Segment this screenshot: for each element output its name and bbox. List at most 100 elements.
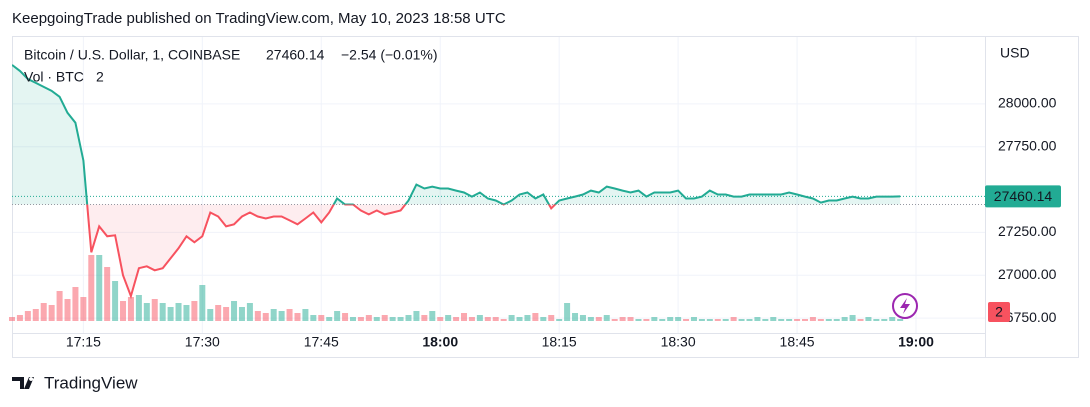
volume-bar: [302, 309, 309, 321]
volume-bar: [794, 319, 801, 321]
volume-bar: [104, 267, 111, 321]
volume-bar: [318, 315, 325, 321]
volume-bar: [849, 315, 856, 321]
volume-bar: [40, 303, 47, 321]
volume-bar: [833, 319, 840, 321]
legend-change: −2.54 (−0.01%): [341, 47, 438, 63]
volume-bar: [508, 315, 515, 321]
y-tick-label: 28000.00: [998, 95, 1057, 111]
volume-bar: [286, 309, 293, 321]
volume-bar: [865, 317, 872, 321]
volume-bar: [191, 301, 198, 321]
x-tick-label: 19:00: [898, 334, 934, 350]
volume-bar: [183, 305, 190, 321]
volume-bar: [500, 319, 507, 321]
volume-bar: [48, 305, 55, 321]
price-line-down: [86, 204, 557, 300]
volume-bar: [167, 307, 174, 321]
volume-bar: [524, 315, 531, 321]
chart-title: Bitcoin / U.S. Dollar, 1, COINBASE: [24, 47, 240, 63]
volume-bar: [897, 319, 904, 321]
volume-bar: [881, 319, 888, 321]
volume-bar: [120, 301, 127, 321]
volume-bar: [357, 317, 364, 321]
x-tick-label: 18:15: [542, 334, 577, 350]
y-tick-label: 27250.00: [998, 223, 1057, 239]
x-tick-label: 18:30: [661, 334, 696, 350]
volume-bar: [254, 311, 261, 321]
x-tick-label: 17:45: [304, 334, 339, 350]
y-tick-label: 26750.00: [998, 309, 1057, 325]
volume-bar: [80, 297, 87, 321]
volume-bar: [873, 319, 880, 321]
volume-bar: [690, 317, 697, 321]
volume-bar: [548, 315, 555, 321]
volume-bar: [587, 317, 594, 321]
volume-bar: [215, 305, 222, 321]
x-tick-label: 17:15: [66, 334, 101, 350]
volume-bar: [762, 319, 769, 321]
volume-bar: [72, 287, 79, 321]
volume-bar: [127, 297, 134, 321]
volume-bar: [659, 319, 666, 321]
volume-bar: [143, 303, 150, 321]
volume-last-label: 2: [995, 304, 1003, 320]
y-tick-label: 27000.00: [998, 266, 1057, 282]
volume-bar: [175, 303, 182, 321]
volume-bar: [445, 315, 452, 321]
volume-bar: [468, 317, 475, 321]
volume-bar: [746, 319, 753, 321]
volume-bar: [492, 317, 499, 321]
volume-legend: Vol · BTC: [24, 69, 84, 85]
currency: USD: [1000, 45, 1030, 61]
volume-bar: [841, 317, 848, 321]
volume-bar: [453, 317, 460, 321]
volume-bar: [857, 319, 864, 321]
tradingview-logo: [12, 377, 34, 389]
volume-bar: [437, 317, 444, 321]
volume-bar: [96, 255, 103, 321]
volume-bar: [651, 317, 658, 321]
volume-bar: [809, 317, 816, 321]
volume-bar: [56, 291, 63, 321]
volume-bar: [342, 313, 349, 321]
volume-bar: [159, 303, 166, 321]
volume-bar: [135, 295, 142, 321]
volume-bar: [516, 317, 523, 321]
volume-bar: [365, 315, 372, 321]
volume-bar: [246, 303, 253, 321]
volume-bar: [714, 319, 721, 321]
volume-bar: [429, 311, 436, 321]
volume-bar: [397, 317, 404, 321]
volume-bar: [572, 313, 579, 321]
volume-bar: [675, 317, 682, 321]
volume-bar: [64, 299, 71, 321]
x-tick-label: 18:00: [422, 334, 458, 350]
volume-bar: [817, 319, 824, 321]
volume-bar: [603, 315, 610, 321]
chart-frame: [12, 36, 1079, 358]
volume-bar: [579, 315, 586, 321]
volume-bar: [730, 317, 737, 321]
volume-legend-value: 2: [96, 69, 104, 85]
volume-bar: [635, 319, 642, 321]
legend-price: 27460.14: [266, 47, 325, 63]
area-below: [87, 204, 556, 297]
header: KeepgoingTrade published on TradingView.…: [12, 10, 506, 27]
volume-bar: [722, 319, 729, 321]
volume-bar: [223, 307, 230, 321]
lightning-icon[interactable]: [892, 293, 918, 319]
volume-bar: [238, 307, 245, 321]
volume-bar: [556, 319, 563, 321]
volume-bar: [476, 315, 483, 321]
volume-bar: [738, 319, 745, 321]
volume-bar: [294, 313, 301, 321]
volume-bar: [627, 317, 634, 321]
last-price-label: 27460.14: [994, 188, 1053, 204]
volume-bar: [151, 299, 158, 321]
volume-bar: [413, 311, 420, 321]
footer-brand: TradingView: [44, 373, 138, 392]
volume-bar: [564, 303, 571, 321]
volume-bar: [32, 309, 39, 321]
